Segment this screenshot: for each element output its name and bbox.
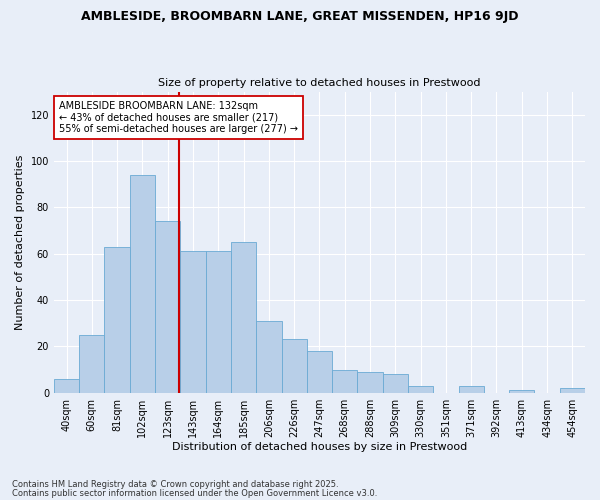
Bar xyxy=(332,370,358,392)
Title: Size of property relative to detached houses in Prestwood: Size of property relative to detached ho… xyxy=(158,78,481,88)
Bar xyxy=(206,252,231,392)
Bar xyxy=(307,351,332,393)
Bar xyxy=(181,252,206,392)
Bar xyxy=(104,247,130,392)
Text: Contains HM Land Registry data © Crown copyright and database right 2025.: Contains HM Land Registry data © Crown c… xyxy=(12,480,338,489)
Text: AMBLESIDE, BROOMBARN LANE, GREAT MISSENDEN, HP16 9JD: AMBLESIDE, BROOMBARN LANE, GREAT MISSEND… xyxy=(81,10,519,23)
Bar xyxy=(383,374,408,392)
Bar xyxy=(509,390,535,392)
Bar xyxy=(358,372,383,392)
Bar xyxy=(54,379,79,392)
Bar xyxy=(408,386,433,392)
Bar xyxy=(256,321,281,392)
Y-axis label: Number of detached properties: Number of detached properties xyxy=(15,154,25,330)
Bar xyxy=(231,242,256,392)
Bar xyxy=(458,386,484,392)
Bar xyxy=(155,222,181,392)
Text: Contains public sector information licensed under the Open Government Licence v3: Contains public sector information licen… xyxy=(12,488,377,498)
Text: AMBLESIDE BROOMBARN LANE: 132sqm
← 43% of detached houses are smaller (217)
55% : AMBLESIDE BROOMBARN LANE: 132sqm ← 43% o… xyxy=(59,100,298,134)
Bar xyxy=(560,388,585,392)
Bar xyxy=(281,340,307,392)
Bar xyxy=(79,335,104,392)
Bar xyxy=(130,175,155,392)
X-axis label: Distribution of detached houses by size in Prestwood: Distribution of detached houses by size … xyxy=(172,442,467,452)
